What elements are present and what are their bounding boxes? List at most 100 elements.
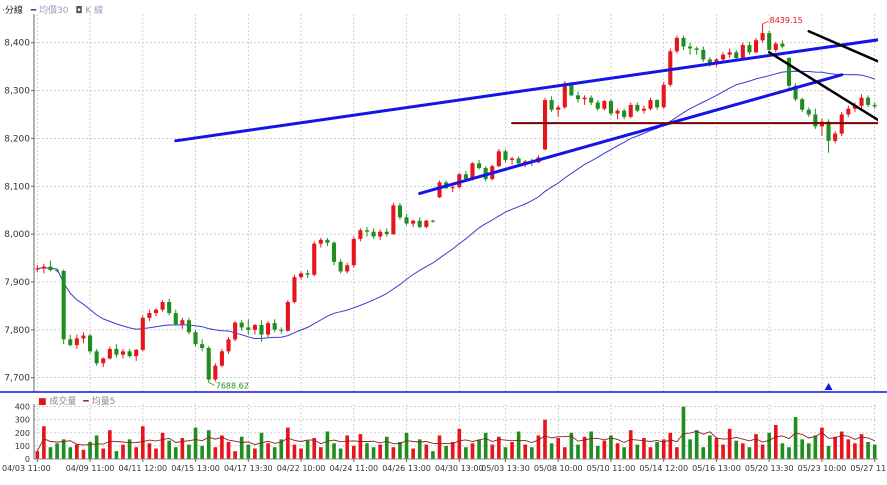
volume-bar	[477, 439, 481, 459]
volume-bar	[549, 443, 554, 459]
volume-bar	[806, 443, 811, 459]
volume-bar	[536, 435, 541, 459]
volume-layer	[35, 406, 877, 459]
candle-body	[477, 163, 482, 169]
candle-body	[648, 100, 653, 109]
volume-bar	[61, 439, 66, 459]
candle-body	[411, 220, 416, 224]
volume-bar	[708, 435, 712, 459]
time-tick-label: 04/24 11:00	[329, 464, 378, 473]
volume-bar	[417, 439, 422, 459]
volume-bar	[530, 447, 534, 459]
volume-bar	[793, 417, 798, 459]
volume-bar	[648, 447, 653, 459]
candle-body	[140, 317, 145, 350]
candle-body	[325, 239, 330, 243]
candle-body	[81, 335, 86, 339]
candle-body	[688, 46, 693, 49]
candle-body	[391, 205, 396, 235]
volume-bar	[483, 432, 488, 459]
candle-body	[167, 302, 172, 314]
candle-body	[595, 102, 600, 109]
volume-bar	[866, 441, 870, 459]
price-tick-label: 8,100	[4, 182, 30, 192]
candle-body	[496, 151, 501, 167]
volume-bar	[800, 439, 804, 459]
candle-body	[694, 48, 699, 50]
candle-body	[668, 51, 673, 85]
volume-bar	[55, 443, 59, 459]
candle-body	[292, 277, 297, 303]
candle-body	[272, 323, 277, 330]
volume-bar	[609, 435, 613, 459]
time-tick-label: 04/22 10:00	[277, 464, 326, 473]
candle-body	[120, 351, 126, 355]
volume-bar	[134, 447, 139, 459]
candle-body	[358, 230, 363, 239]
volume-bar	[556, 438, 561, 459]
max-marker-line	[762, 20, 769, 25]
time-tick-label: 04/11 12:00	[118, 464, 167, 473]
annotation-layer: 8439.15 7688.62	[208, 16, 833, 390]
interval-label: ·分線	[2, 6, 23, 16]
volume-bar	[615, 443, 620, 459]
axis-layer: 7,700 7,800 7,900 8,000 8,100 8,200 8,300 8,400…	[0, 14, 887, 473]
candle-body	[562, 83, 567, 108]
volume-tick-label: 400	[15, 403, 30, 412]
volume-bar	[813, 435, 818, 459]
candle-body	[661, 84, 666, 108]
volume-tick-label: 300	[15, 416, 30, 425]
time-tick-label: 05/14 12:00	[639, 464, 688, 473]
volume-bar	[576, 444, 580, 459]
volume-bar	[286, 427, 290, 459]
candle-body	[55, 269, 60, 271]
volume-bar	[127, 439, 132, 459]
candle-body	[160, 302, 165, 310]
candle-body	[780, 43, 785, 47]
candle-body	[48, 266, 53, 270]
volume-bar	[635, 444, 640, 459]
volume-tick-label: 100	[15, 442, 30, 451]
volume-bar	[81, 449, 86, 459]
candle-body	[312, 243, 317, 275]
candle-body	[753, 40, 759, 53]
volume-bar	[661, 439, 666, 459]
candle-body	[266, 323, 271, 335]
volume-bar	[68, 447, 73, 459]
candle-body	[872, 104, 877, 107]
candle-body	[404, 217, 409, 224]
volume-bar	[94, 435, 99, 459]
candle-body	[575, 95, 581, 100]
volume-bar	[562, 447, 567, 459]
candle-body	[622, 110, 627, 117]
candle-body	[463, 174, 468, 180]
trendline-down-upper	[807, 29, 878, 63]
candle-body	[180, 320, 185, 325]
volume-bar	[602, 440, 607, 459]
volume-bar	[767, 432, 772, 459]
volume-bar	[444, 445, 448, 459]
candle-body	[378, 231, 383, 237]
volume-bar	[846, 439, 851, 459]
candle-body	[239, 322, 244, 328]
candle-body	[233, 322, 238, 340]
volume-bar	[589, 431, 593, 459]
volume-bar	[760, 444, 765, 459]
volume-bar	[319, 447, 323, 459]
time-tick-label: 05/10 11:00	[587, 464, 636, 473]
volume-bar	[101, 448, 106, 459]
candle-body	[727, 52, 732, 55]
volume-bar	[220, 435, 224, 459]
volume-bar	[48, 447, 53, 459]
volume-bar	[450, 441, 455, 459]
volume-bar	[543, 419, 547, 459]
volume-bar	[734, 440, 739, 459]
candle-body	[397, 205, 402, 218]
candle-body	[852, 105, 857, 109]
candle-body	[569, 83, 574, 96]
volume-bar	[398, 441, 402, 459]
event-marker-triangle	[824, 383, 833, 390]
candle-body	[147, 313, 152, 318]
price-tick-label: 8,300	[4, 87, 30, 97]
